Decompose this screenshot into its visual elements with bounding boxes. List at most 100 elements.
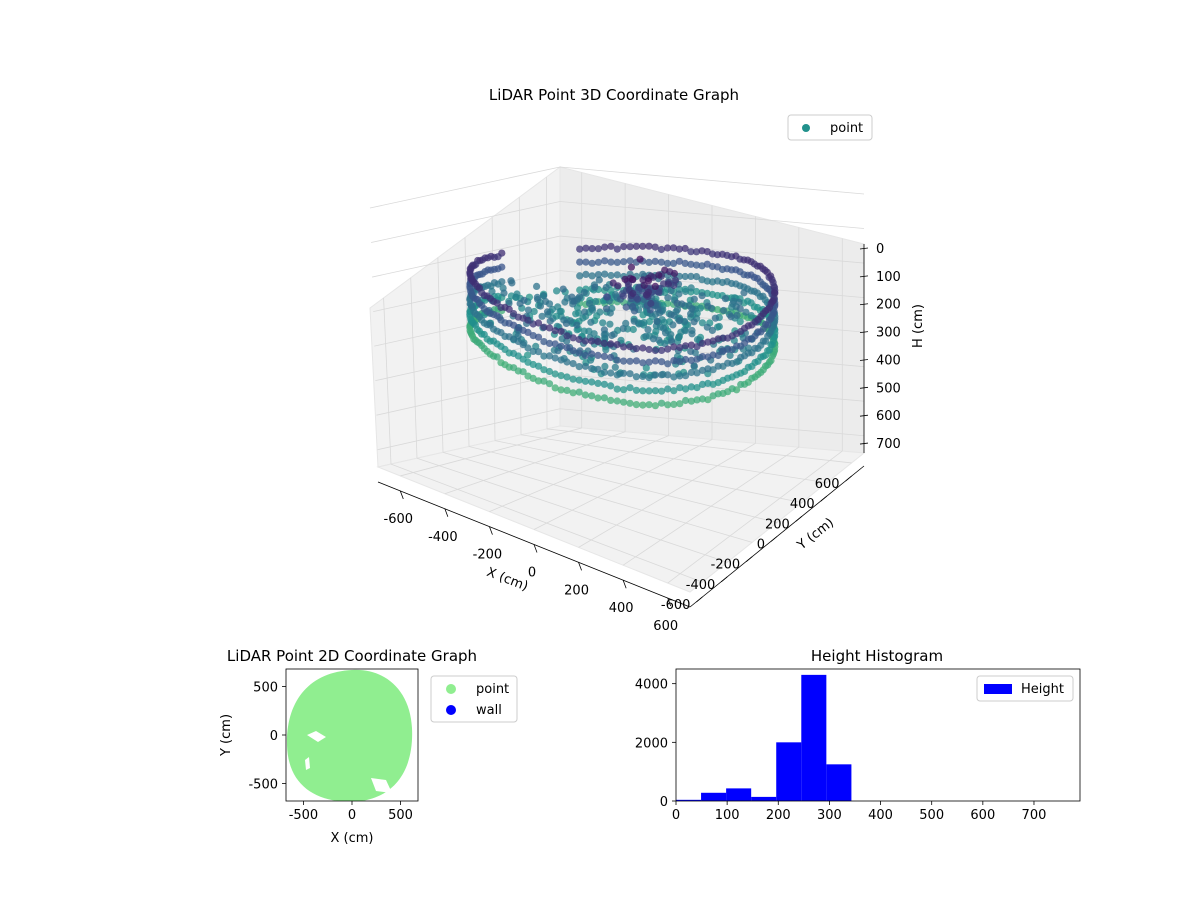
point-3d-795 bbox=[608, 331, 616, 340]
point-3d-1121 bbox=[676, 358, 684, 366]
x-tick-label-5: 400 bbox=[609, 601, 634, 616]
point-3d-416 bbox=[627, 263, 636, 271]
point-3d-1071 bbox=[704, 353, 712, 361]
point-3d-620 bbox=[622, 303, 630, 311]
x-tick-label-6: 600 bbox=[653, 619, 678, 634]
point-3d-1024 bbox=[581, 377, 590, 385]
grid-floor-y-0 bbox=[390, 463, 703, 583]
point-3d-764 bbox=[674, 337, 682, 345]
point-3d-131 bbox=[692, 273, 701, 281]
point-3d-678 bbox=[651, 282, 659, 290]
point-3d-998 bbox=[737, 380, 745, 389]
point-3d-1023 bbox=[581, 362, 590, 370]
legend-3d-frame bbox=[787, 114, 873, 141]
point-3d-952 bbox=[545, 380, 554, 388]
point-3d-587 bbox=[614, 282, 622, 290]
point-3d-1119 bbox=[639, 401, 647, 409]
point-3d-1115 bbox=[639, 344, 647, 352]
point-3d-923 bbox=[587, 356, 595, 364]
point-3d-90 bbox=[675, 257, 684, 265]
y2d-tick-label-0: -500 bbox=[248, 778, 278, 793]
point-3d-569 bbox=[619, 292, 627, 300]
point-3d-276 bbox=[675, 290, 683, 298]
point-3d-240 bbox=[580, 288, 588, 296]
point-3d-68 bbox=[657, 245, 666, 254]
hist-bar-1 bbox=[701, 792, 727, 801]
point-3d-6 bbox=[576, 258, 584, 266]
point-3d-936 bbox=[540, 366, 548, 374]
point-3d-610 bbox=[644, 277, 653, 285]
point-3d-875 bbox=[519, 368, 527, 376]
point-3d-192 bbox=[488, 287, 496, 295]
point-3d-1084 bbox=[698, 395, 707, 403]
point-3d-1116 bbox=[639, 359, 647, 367]
z-tick-0 bbox=[859, 247, 869, 250]
y-tick-label-3: 0 bbox=[757, 538, 765, 553]
x-axis-label: X (cm) bbox=[484, 565, 530, 594]
point-3d-976 bbox=[557, 372, 565, 380]
point-3d-75 bbox=[663, 244, 672, 252]
point-3d-950 bbox=[545, 352, 554, 360]
point-3d-885 bbox=[524, 316, 532, 324]
point-3d-931 bbox=[726, 351, 734, 359]
point-3d-101 bbox=[681, 244, 689, 253]
point-3d-946 bbox=[687, 347, 695, 355]
point-3d-1094 bbox=[693, 396, 701, 404]
point-3d-1131 bbox=[670, 357, 678, 365]
point-3d-103 bbox=[681, 272, 689, 281]
x-tick-label-3: 0 bbox=[528, 566, 536, 581]
point-3d-1107 bbox=[632, 373, 641, 381]
point-3d-973 bbox=[557, 327, 565, 335]
point-3d-1111 bbox=[682, 355, 690, 364]
point-3d-479 bbox=[524, 306, 533, 314]
point-3d-784 bbox=[708, 326, 717, 334]
point-3d-596 bbox=[634, 295, 642, 303]
point-3d-1014 bbox=[575, 376, 583, 384]
point-3d-1126 bbox=[645, 358, 653, 366]
x-tick-label-0: -600 bbox=[384, 512, 414, 527]
point-3d-839 bbox=[563, 337, 571, 345]
point-3d-568 bbox=[606, 320, 614, 328]
legend-3d-label: point bbox=[830, 121, 863, 136]
point-3d-1117 bbox=[639, 372, 647, 380]
point-3d-757 bbox=[661, 329, 670, 337]
point-3d-523 bbox=[664, 280, 673, 288]
point-3d-581 bbox=[629, 325, 637, 334]
point-3d-1139 bbox=[651, 402, 660, 410]
point-3d-1090 bbox=[693, 343, 701, 351]
grid-floor-y-4 bbox=[494, 440, 802, 504]
point-3d-12 bbox=[588, 272, 596, 280]
point-3d-975 bbox=[557, 356, 565, 364]
point-3d-1106 bbox=[632, 357, 641, 365]
point-3d-69 bbox=[657, 258, 666, 266]
point-3d-450 bbox=[661, 266, 669, 274]
x2d-axis-label: X (cm) bbox=[331, 831, 374, 846]
grid-left-y-0 bbox=[383, 297, 392, 465]
z-axis-label: H (cm) bbox=[911, 304, 926, 348]
point-3d-1091 bbox=[693, 355, 701, 363]
x-tick-0 bbox=[399, 490, 404, 500]
point-3d-1097 bbox=[626, 370, 634, 378]
legend-hist-frame bbox=[976, 675, 1074, 702]
point-3d-1149 bbox=[658, 399, 666, 407]
point-3d-1096 bbox=[626, 357, 634, 365]
point-3d-1043 bbox=[690, 362, 698, 370]
point-3d-1075 bbox=[613, 341, 621, 349]
point-3d-27 bbox=[607, 271, 615, 280]
point-3d-1112 bbox=[682, 372, 690, 380]
point-3d-1132 bbox=[670, 373, 678, 381]
point-3d-35 bbox=[620, 243, 628, 251]
point-3d-212 bbox=[591, 283, 599, 291]
point-3d-1012 bbox=[575, 349, 583, 357]
point-3d-1004 bbox=[569, 375, 577, 383]
point-3d-130 bbox=[692, 261, 701, 269]
y-tick-label-1: -400 bbox=[686, 578, 716, 593]
legend-3d-marker bbox=[802, 124, 810, 132]
point-3d-965 bbox=[551, 370, 559, 378]
point-3d-1002 bbox=[569, 347, 577, 355]
pane-floor bbox=[376, 425, 866, 593]
point-3d-1048 bbox=[594, 394, 602, 402]
point-3d-1143 bbox=[664, 385, 672, 393]
hist-bars bbox=[676, 674, 852, 801]
